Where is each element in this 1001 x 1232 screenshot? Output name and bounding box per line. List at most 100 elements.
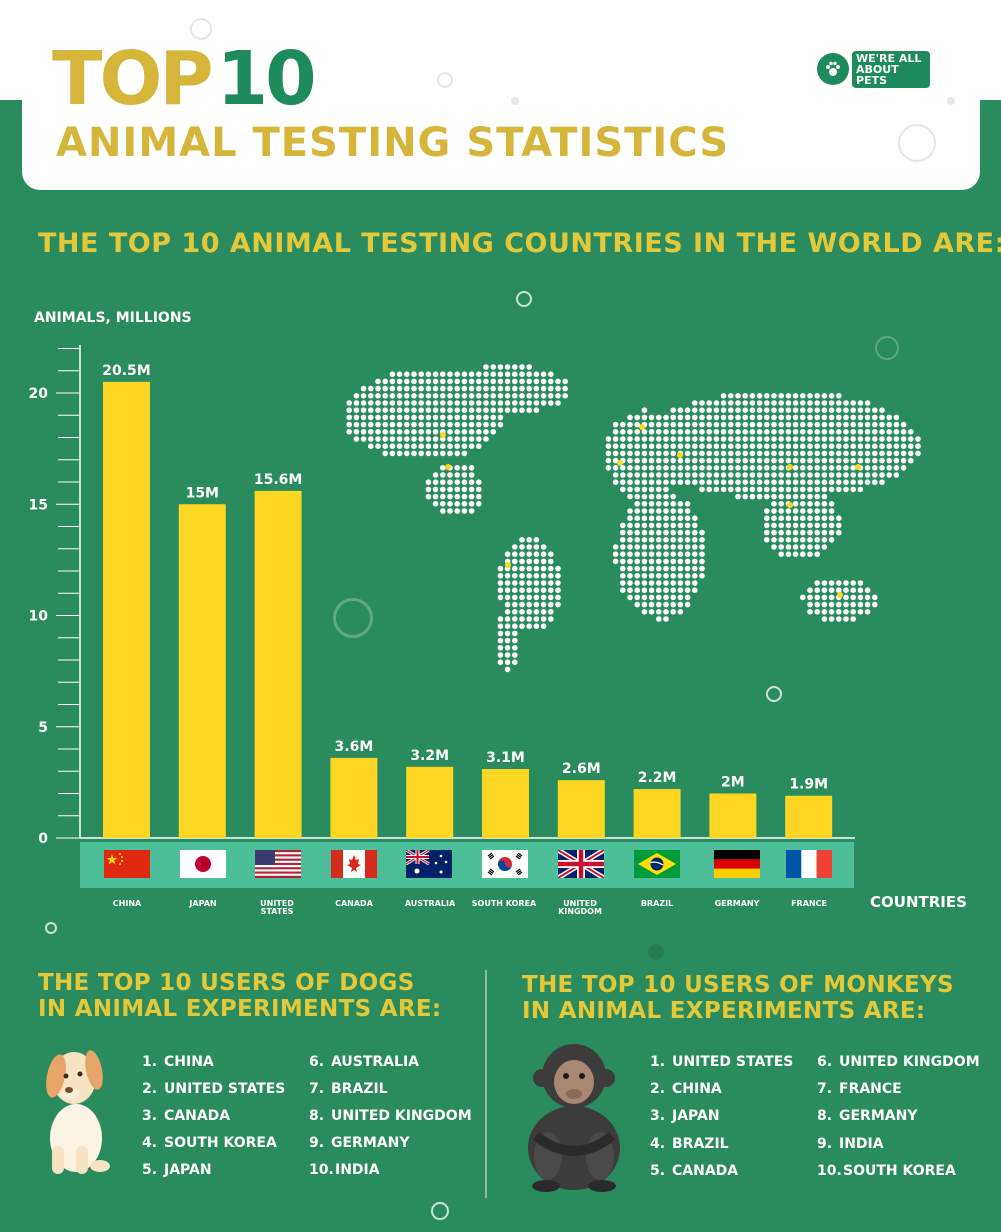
- map-dot: [764, 486, 770, 493]
- map-dot: [634, 580, 640, 586]
- map-dot: [677, 501, 684, 507]
- map-dot: [684, 501, 691, 507]
- map-dot: [396, 414, 403, 421]
- map-dot: [540, 371, 547, 377]
- map-dot: [533, 558, 540, 565]
- y-tick-label: 10: [29, 609, 49, 625]
- map-dot: [620, 472, 626, 478]
- map-dot: [526, 565, 532, 572]
- map-dot: [821, 537, 828, 543]
- map-dot: [418, 371, 424, 377]
- map-dot: [692, 450, 698, 457]
- map-dot: [512, 385, 518, 392]
- map-dot: [699, 479, 705, 485]
- map-dot: [864, 479, 871, 485]
- map-dot: [548, 601, 554, 608]
- map-dot: [670, 493, 676, 500]
- map-dot: [620, 465, 626, 471]
- map-dot: [656, 443, 662, 449]
- map-dot: [850, 457, 856, 464]
- map-dot: [836, 529, 842, 536]
- map-dot: [476, 486, 482, 493]
- map-dot: [692, 544, 698, 550]
- map-dot: [828, 436, 835, 442]
- map-dot: [447, 501, 453, 507]
- map-dot: [713, 479, 720, 485]
- map-dot: [785, 393, 792, 399]
- map-dot: [454, 436, 460, 442]
- map-dot: [720, 436, 727, 442]
- map-dot: [778, 414, 784, 421]
- map-dot: [771, 522, 777, 529]
- map-dot: [886, 472, 892, 478]
- map-dot: [778, 472, 784, 478]
- map-dot: [828, 522, 835, 529]
- map-dot: [497, 400, 504, 406]
- map-dot: [346, 429, 352, 435]
- map-dot: [656, 587, 662, 593]
- map-dot: [821, 609, 828, 615]
- map-dot: [476, 414, 482, 421]
- map-dot: [706, 421, 712, 428]
- map-dot: [519, 385, 525, 392]
- map-dot: [684, 508, 691, 514]
- x-tick-label: FRANCE: [791, 899, 827, 908]
- map-dot: [915, 443, 921, 449]
- map-dot: [490, 371, 496, 377]
- map-dot: [540, 609, 547, 615]
- map-dot: [454, 371, 460, 377]
- map-dot: [418, 407, 424, 413]
- map-dot: [382, 407, 388, 413]
- monkeys-list-item: 6. UNITED KINGDOM: [817, 1054, 980, 1070]
- map-dot: [526, 609, 532, 615]
- map-dot: [756, 472, 763, 478]
- map-dot: [843, 450, 849, 457]
- map-dot: [836, 472, 842, 478]
- map-dot: [634, 479, 640, 485]
- map-dot: [684, 573, 691, 579]
- flag-japan-icon: [180, 850, 226, 878]
- brand-logo[interactable]: WE'RE ALL ABOUT PETS: [817, 50, 930, 88]
- map-dot: [663, 573, 669, 579]
- map-dot: [368, 443, 374, 449]
- map-dot: [807, 601, 813, 608]
- map-dot: [771, 486, 777, 493]
- map-dot: [497, 616, 504, 622]
- map-dot: [843, 594, 849, 601]
- map-dot: [447, 407, 453, 413]
- map-dot: [720, 465, 727, 471]
- map-dot: [490, 407, 496, 413]
- map-dot: [634, 508, 640, 514]
- map-dot: [670, 443, 676, 449]
- map-dot: [548, 385, 554, 392]
- map-dot: [512, 393, 518, 399]
- map-dot: [648, 436, 655, 442]
- map-dot: [670, 465, 676, 471]
- map-dot: [476, 443, 482, 449]
- map-highlight-dot: [639, 424, 645, 430]
- map-dot: [699, 565, 705, 572]
- map-dot: [670, 537, 676, 543]
- map-dot: [540, 580, 547, 586]
- map-dot: [807, 508, 813, 514]
- map-dot: [648, 529, 655, 536]
- map-dot: [771, 436, 777, 442]
- map-dot: [663, 616, 669, 622]
- map-dot: [447, 400, 453, 406]
- map-dot: [519, 407, 525, 413]
- map-highlight-dot: [440, 432, 446, 438]
- map-dot: [749, 407, 756, 413]
- map-dot: [382, 400, 388, 406]
- map-dot: [828, 400, 835, 406]
- map-dot: [785, 472, 792, 478]
- map-dot: [418, 450, 424, 457]
- map-dot: [872, 407, 878, 413]
- map-dot: [764, 450, 770, 457]
- map-dot: [814, 472, 820, 478]
- map-highlight-dot: [787, 464, 793, 470]
- map-dot: [684, 421, 691, 428]
- monkeys-list-item: 10.SOUTH KOREA: [817, 1163, 956, 1179]
- map-dot: [375, 393, 381, 399]
- map-dot: [807, 551, 813, 557]
- map-dot: [821, 421, 828, 428]
